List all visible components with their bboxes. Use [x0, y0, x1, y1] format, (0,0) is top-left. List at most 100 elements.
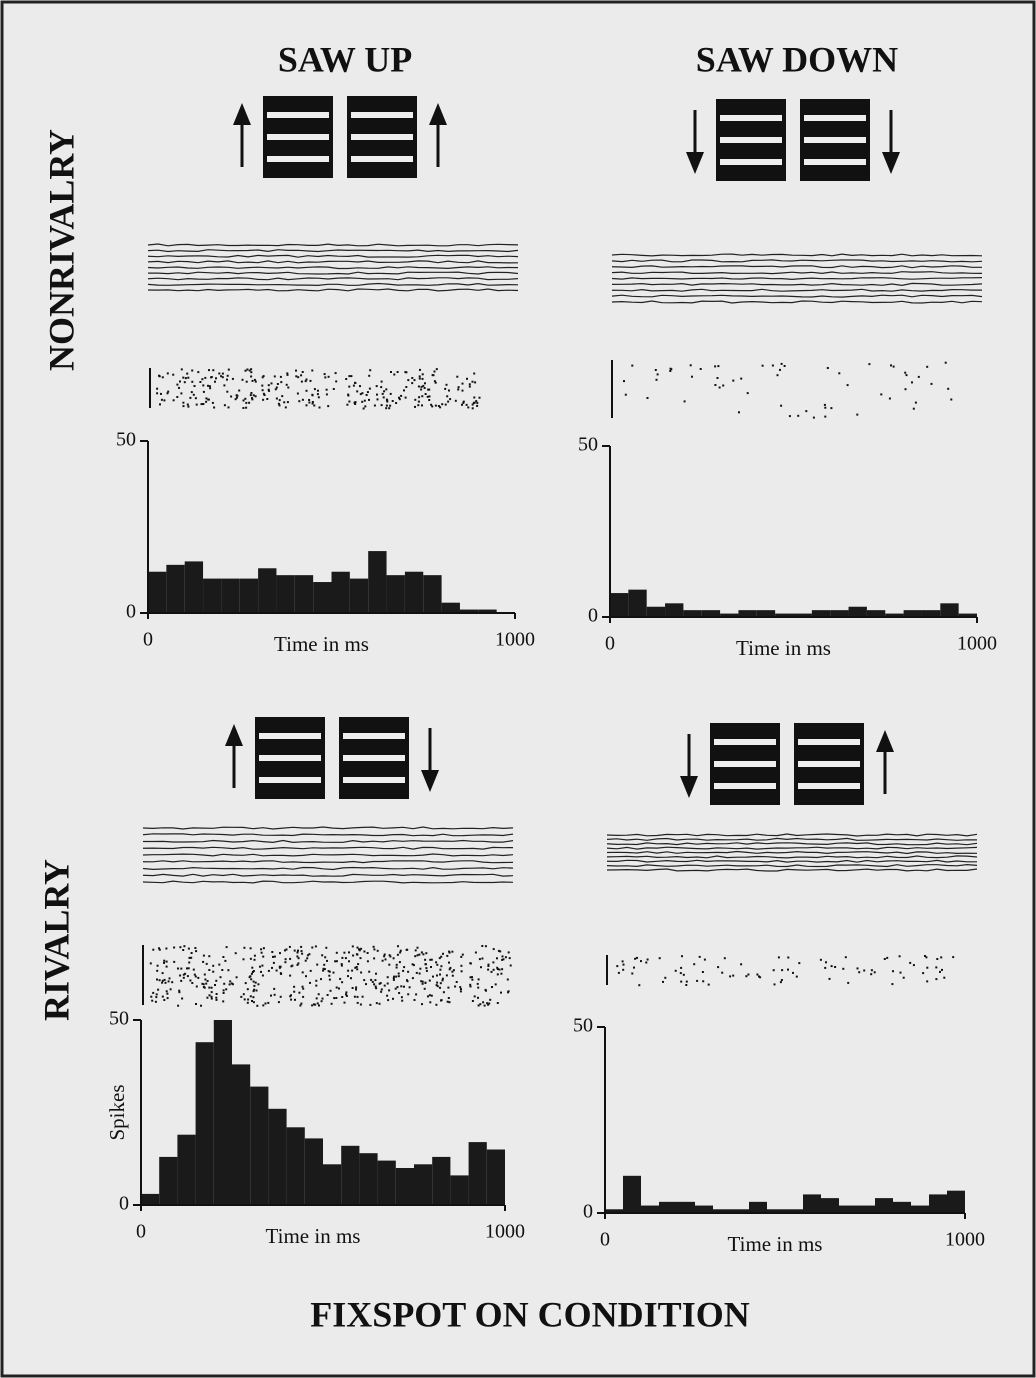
bar: [641, 1206, 659, 1213]
spike-dot: [335, 372, 337, 374]
spike-dot: [829, 978, 831, 980]
x-tick-label: 0: [143, 629, 153, 651]
spike-dot: [263, 947, 265, 949]
spike-dot: [411, 382, 413, 384]
spike-dot: [364, 405, 366, 407]
bar: [487, 1150, 505, 1206]
spike-dot: [830, 407, 832, 409]
spike-dot: [302, 986, 304, 988]
spike-dot: [213, 407, 215, 409]
spike-dot: [330, 990, 332, 992]
bar: [148, 572, 166, 613]
spike-dot: [421, 395, 423, 397]
spike-dot: [434, 371, 436, 373]
spike-dot: [870, 973, 872, 975]
spike-dot: [271, 951, 273, 953]
spike-dot: [446, 395, 448, 397]
spike-dot: [302, 399, 304, 401]
spike-dot: [165, 948, 167, 950]
spike-dot: [435, 405, 437, 407]
spike-dot: [647, 397, 649, 399]
spike-dot: [255, 395, 257, 397]
spike-dot: [242, 407, 244, 409]
spike-dot: [212, 369, 214, 371]
spike-dot: [684, 400, 686, 402]
spike-dot: [179, 946, 181, 948]
spike-dot: [300, 946, 302, 948]
spike-dot: [318, 993, 320, 995]
spike-dot: [347, 975, 349, 977]
spike-dot: [274, 956, 276, 958]
spike-dot: [470, 976, 472, 978]
spike-dot: [223, 983, 225, 985]
spike-dot: [913, 964, 915, 966]
spike-dot: [708, 984, 710, 986]
spike-dot: [418, 396, 420, 398]
spike-dot: [397, 986, 399, 988]
spike-dot: [271, 967, 273, 969]
spike-dot: [250, 958, 252, 960]
spike-dot: [397, 945, 399, 947]
x-tick-label: 0: [136, 1221, 146, 1243]
spike-dot: [472, 404, 474, 406]
spike-dot: [440, 1000, 442, 1002]
spike-dot: [399, 952, 401, 954]
spike-dot: [449, 967, 451, 969]
spike-dot: [441, 403, 443, 405]
spike-dot: [398, 975, 400, 977]
spike-dot: [356, 953, 358, 955]
spike-dot: [622, 960, 624, 962]
spike-dot: [287, 401, 289, 403]
spike-dot: [297, 376, 299, 378]
spike-dot: [359, 385, 361, 387]
spike-dot: [222, 373, 224, 375]
spike-dot: [163, 960, 165, 962]
spike-dot: [166, 990, 168, 992]
spike-dot: [691, 376, 693, 378]
spike-dot: [452, 975, 454, 977]
spike-dot: [702, 971, 704, 973]
spike-dot: [326, 389, 328, 391]
spike-dot: [255, 982, 257, 984]
spike-dot: [361, 401, 363, 403]
spike-dot: [631, 973, 633, 975]
spike-dot: [435, 961, 437, 963]
spike-dot: [792, 972, 794, 974]
spike-dot: [224, 404, 226, 406]
spike-dot: [704, 959, 706, 961]
spike-dot: [256, 1005, 258, 1007]
spike-dot: [166, 961, 168, 963]
spike-dot: [163, 999, 165, 1001]
spike-dot: [289, 975, 291, 977]
spike-dot: [508, 951, 510, 953]
spike-dot: [250, 368, 252, 370]
spike-dot: [693, 963, 695, 965]
spike-dot: [421, 951, 423, 953]
grating-stripe: [804, 115, 866, 121]
spike-dot: [250, 394, 252, 396]
column-title: SAW DOWN: [696, 39, 898, 79]
spike-dot: [177, 1005, 179, 1007]
grating-stripe: [798, 761, 860, 767]
spike-dot: [356, 390, 358, 392]
spike-dot: [254, 959, 256, 961]
spike-dot: [362, 996, 364, 998]
x-axis-label: Time in ms: [266, 1224, 361, 1248]
spike-dot: [227, 969, 229, 971]
spike-dot: [343, 952, 345, 954]
spike-dot: [797, 415, 799, 417]
spike-dot: [505, 956, 507, 958]
spike-dot: [203, 955, 205, 957]
spike-dot: [950, 399, 952, 401]
spike-dot: [250, 947, 252, 949]
spike-dot: [491, 986, 493, 988]
spike-dot: [155, 996, 157, 998]
spike-dot: [220, 976, 222, 978]
spike-dot: [182, 402, 184, 404]
spike-dot: [426, 970, 428, 972]
spike-dot: [406, 949, 408, 951]
spike-dot: [469, 386, 471, 388]
spike-dot: [685, 984, 687, 986]
spike-dot: [302, 371, 304, 373]
spike-dot: [211, 996, 213, 998]
